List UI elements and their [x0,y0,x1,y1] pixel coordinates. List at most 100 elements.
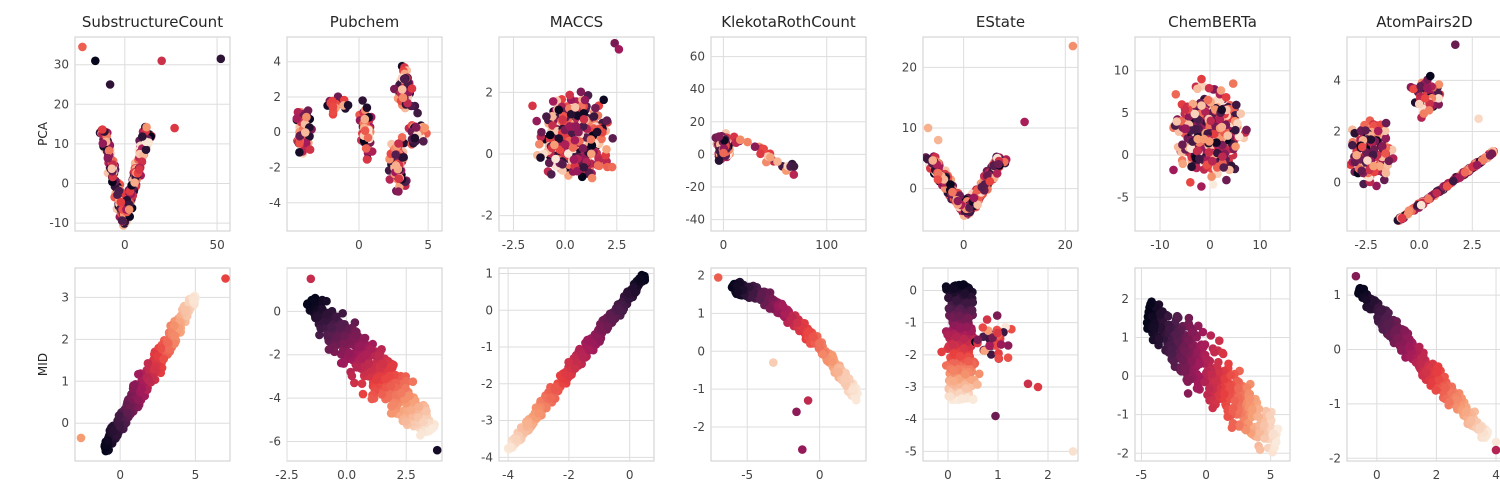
scatter-point [937,347,946,357]
x-tick-label: -2 [563,468,575,482]
scatter-point [398,153,407,162]
scatter-point [588,338,597,348]
scatter-point [391,150,400,159]
scatter-point [506,442,515,452]
subplot-title: ChemBERTa [1168,13,1257,31]
x-tick-label: 0 [960,238,968,252]
scatter-point [1423,83,1432,93]
x-tick-label: 0.0 [337,468,356,482]
scatter-point [815,339,824,348]
scatter-point [1348,140,1357,150]
y-tick-label: 40 [690,82,705,96]
scatter-point [769,358,778,367]
subplot-title: EState [976,13,1025,31]
y-tick-label: 10 [54,137,69,151]
x-tick-label: 2.5 [397,468,416,482]
x-tick-label: -2.5 [502,238,525,252]
scatter-point [786,316,795,326]
scatter-point [292,114,302,123]
scatter-point [789,162,799,171]
scatter-point [1020,117,1029,127]
scatter-point [635,274,645,283]
scatter-point [1197,74,1206,84]
scatter-point [1426,71,1435,81]
scatter-point [608,134,617,143]
scatter-point [1384,156,1394,166]
scatter-point [107,164,117,173]
scatter-point [303,106,313,115]
scatter-point [1207,172,1216,181]
y-tick-label: 20 [690,115,705,129]
row-label: PCA [36,121,50,146]
scatter-point [332,312,341,322]
scatter-point [607,162,617,172]
subplot-mid-3: -4 -2 0-4-3-2-101 [481,267,655,482]
scatter-point [413,108,422,118]
scatter-point [98,139,108,148]
x-tick-label: 0 [121,238,129,252]
scatter-point [808,332,818,342]
scatter-point [534,409,543,418]
scatter-point [137,384,146,394]
scatter-point [1181,124,1191,133]
scatter-point [923,123,933,133]
scatter-point [615,306,624,315]
scatter-point [1487,149,1497,158]
scatter-point [1381,168,1391,178]
scatter-point [602,145,611,154]
scatter-point [551,154,560,164]
scatter-point [1357,142,1367,152]
scatter-point [364,359,373,369]
scatter-point [123,408,132,418]
scatter-point [1424,194,1433,203]
scatter-point [98,125,107,134]
scatter-point [339,339,349,348]
scatter-point [789,170,799,179]
scatter-point [1380,126,1390,136]
plot-area [922,36,1079,232]
scatter-point [602,116,612,125]
scatter-point [374,351,384,361]
scatter-points [923,41,1078,220]
scatter-point [398,93,408,102]
scatter-point [798,445,807,454]
scatter-point [390,84,399,94]
y-tick-label: 1 [697,306,705,320]
scatter-points [78,42,226,230]
scatter-point [1231,125,1240,135]
scatter-point [597,134,606,144]
scatter-point [584,345,594,354]
scatter-point [969,193,979,203]
scatter-point [1204,83,1214,93]
scatter-point [414,402,424,412]
scatter-point [335,323,344,332]
y-tick-label: 2 [273,90,281,104]
scatter-point [1403,209,1413,219]
y-tick-label: 0 [273,304,281,318]
scatter-point [189,295,199,305]
scatter-point [1236,109,1246,118]
y-tick-label: -4 [269,391,281,405]
scatter-point [358,96,367,105]
y-tick-label: -4 [269,196,281,210]
scatter-point [1381,118,1391,128]
x-tick-label: 0 [720,238,728,252]
y-tick-label: 0 [1121,148,1129,162]
scatter-point [566,109,576,119]
y-tick-label: 5 [1121,106,1129,120]
scatter-point [1197,182,1206,191]
scatter-point [410,133,420,143]
scatter-point [593,161,603,170]
scatter-point [332,333,342,342]
y-tick-label: 4 [1333,73,1341,87]
scatter-point [1424,106,1434,115]
scatter-point [1460,168,1470,177]
y-tick-label: 0 [697,147,705,161]
scatter-point [91,56,100,66]
scatter-point [532,116,541,126]
scatter-point [1203,95,1213,105]
scatter-point [359,334,369,343]
scatter-point [144,376,153,385]
